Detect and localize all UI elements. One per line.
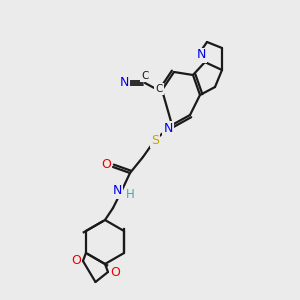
Text: S: S	[151, 134, 159, 146]
Text: N: N	[119, 76, 129, 88]
Text: N: N	[163, 122, 173, 134]
Text: H: H	[126, 188, 134, 202]
Text: O: O	[110, 266, 120, 278]
Text: O: O	[101, 158, 111, 172]
Text: C: C	[141, 71, 149, 81]
Text: O: O	[71, 254, 81, 268]
Text: N: N	[196, 49, 206, 62]
Text: C: C	[155, 84, 163, 94]
Text: N: N	[112, 184, 122, 197]
